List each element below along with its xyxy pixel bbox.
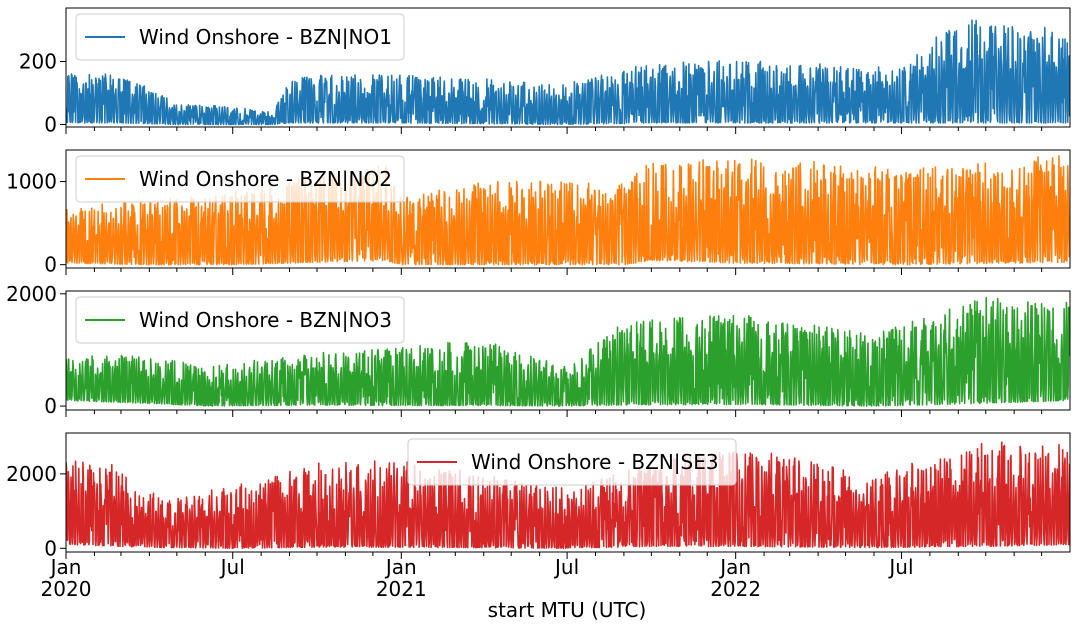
y-tick-label: 2000 (6, 282, 57, 306)
legend: Wind Onshore - BZN|NO1 (75, 13, 405, 61)
y-tick-label: 0 (44, 112, 57, 136)
y-tick-label: 1000 (6, 170, 57, 194)
y-tick-label: 0 (44, 536, 57, 560)
y-tick-label: 200 (19, 50, 57, 74)
axes-frame (65, 290, 1071, 411)
x-tick-label-month: Jul (553, 555, 579, 579)
legend: Wind Onshore - BZN|SE3 (407, 438, 737, 486)
y-tick-label: 0 (44, 394, 57, 418)
legend-entry: Wind Onshore - BZN|NO1 (139, 25, 392, 49)
legend-entry: Wind Onshore - BZN|NO2 (139, 167, 392, 191)
legend: Wind Onshore - BZN|NO3 (75, 296, 405, 344)
legend-box (75, 155, 405, 203)
subplot-1: 0 200 Wind Onshore - BZN|NO1 (19, 7, 1071, 136)
series-line-4 (66, 441, 1070, 550)
x-tick-label-month: Jan (384, 555, 417, 579)
x-tick-label-year: 2021 (376, 577, 427, 601)
x-tick-label-year: 2020 (41, 577, 92, 601)
legend: Wind Onshore - BZN|NO2 (75, 155, 405, 203)
y-tick-label: 2000 (6, 462, 57, 486)
series-line-3 (66, 296, 1070, 407)
x-axis-title: start MTU (UTC) (488, 598, 647, 622)
legend-entry: Wind Onshore - BZN|SE3 (471, 450, 719, 474)
legend-entry: Wind Onshore - BZN|NO3 (139, 308, 392, 332)
axes-frame (65, 432, 1071, 553)
x-tick-label-month: Jul (219, 555, 245, 579)
subplot-3: 0 2000 Wind Onshore - BZN|NO3 (6, 282, 1071, 418)
axes-frame (65, 149, 1071, 269)
x-tick-label-month: Jan (49, 555, 82, 579)
series-line-1 (66, 19, 1070, 126)
subplot-4: 0 2000 Wind Onshore - BZN|SE3 (6, 432, 1071, 560)
legend-box (75, 296, 405, 344)
axes-frame (65, 7, 1071, 128)
x-tick-label-month: Jan (718, 555, 751, 579)
x-tick-label-month: Jul (887, 555, 913, 579)
series-line-2 (66, 155, 1070, 266)
subplot-2: 0 1000 Wind Onshore - BZN|NO2 (6, 149, 1071, 277)
legend-box (407, 438, 737, 486)
x-tick-label-year: 2022 (710, 577, 761, 601)
subplot-stack: 0 200 Wind Onshore - BZN|NO1 0 1000 Wind Onsh… (6, 7, 1071, 560)
legend-box (75, 13, 405, 61)
y-tick-label: 0 (44, 253, 57, 277)
